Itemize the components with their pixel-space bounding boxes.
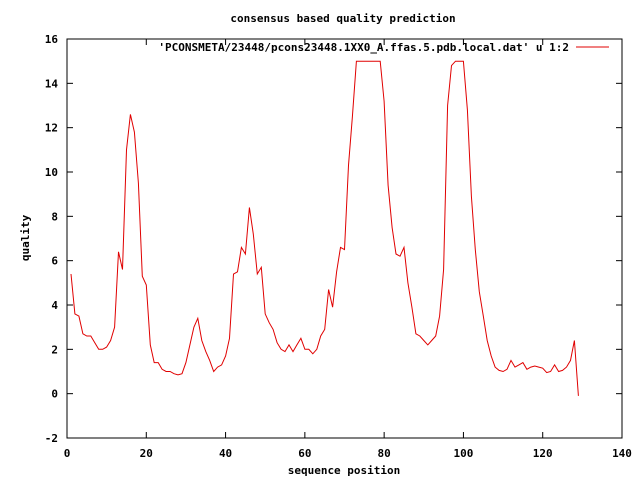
y-tick-label: 0 — [51, 388, 58, 401]
x-tick-label: 80 — [378, 447, 391, 460]
y-axis-label: quality — [19, 214, 32, 261]
plot-frame — [66, 38, 623, 439]
x-tick-label: 100 — [453, 447, 473, 460]
y-tick-label: 10 — [45, 166, 58, 179]
y-tick-label: 12 — [45, 122, 58, 135]
y-tick-label: 4 — [51, 299, 58, 312]
series-line — [70, 60, 579, 396]
x-axis-label: sequence position — [288, 464, 401, 477]
x-tick-label: 0 — [64, 447, 71, 460]
y-tick-label: -2 — [45, 432, 58, 445]
y-axis-ticks: -2 0 2 4 6 8 10 12 14 16 — [45, 33, 622, 445]
x-tick-label: 20 — [140, 447, 153, 460]
legend-label: 'PCONSMETA/23448/pcons23448.1XX0_A.ffas.… — [158, 41, 569, 54]
x-tick-label: 140 — [612, 447, 632, 460]
y-tick-label: 6 — [51, 255, 58, 268]
legend: 'PCONSMETA/23448/pcons23448.1XX0_A.ffas.… — [158, 41, 609, 54]
x-tick-label: 120 — [533, 447, 553, 460]
y-tick-label: 2 — [51, 343, 58, 356]
y-tick-label: 8 — [51, 210, 58, 223]
y-tick-label: 14 — [45, 77, 59, 90]
x-tick-label: 40 — [219, 447, 232, 460]
x-tick-label: 60 — [298, 447, 311, 460]
chart-title: consensus based quality prediction — [230, 12, 455, 25]
y-tick-label: 16 — [45, 33, 59, 46]
x-axis-ticks: 0 20 40 60 80 100 120 140 — [64, 39, 632, 460]
